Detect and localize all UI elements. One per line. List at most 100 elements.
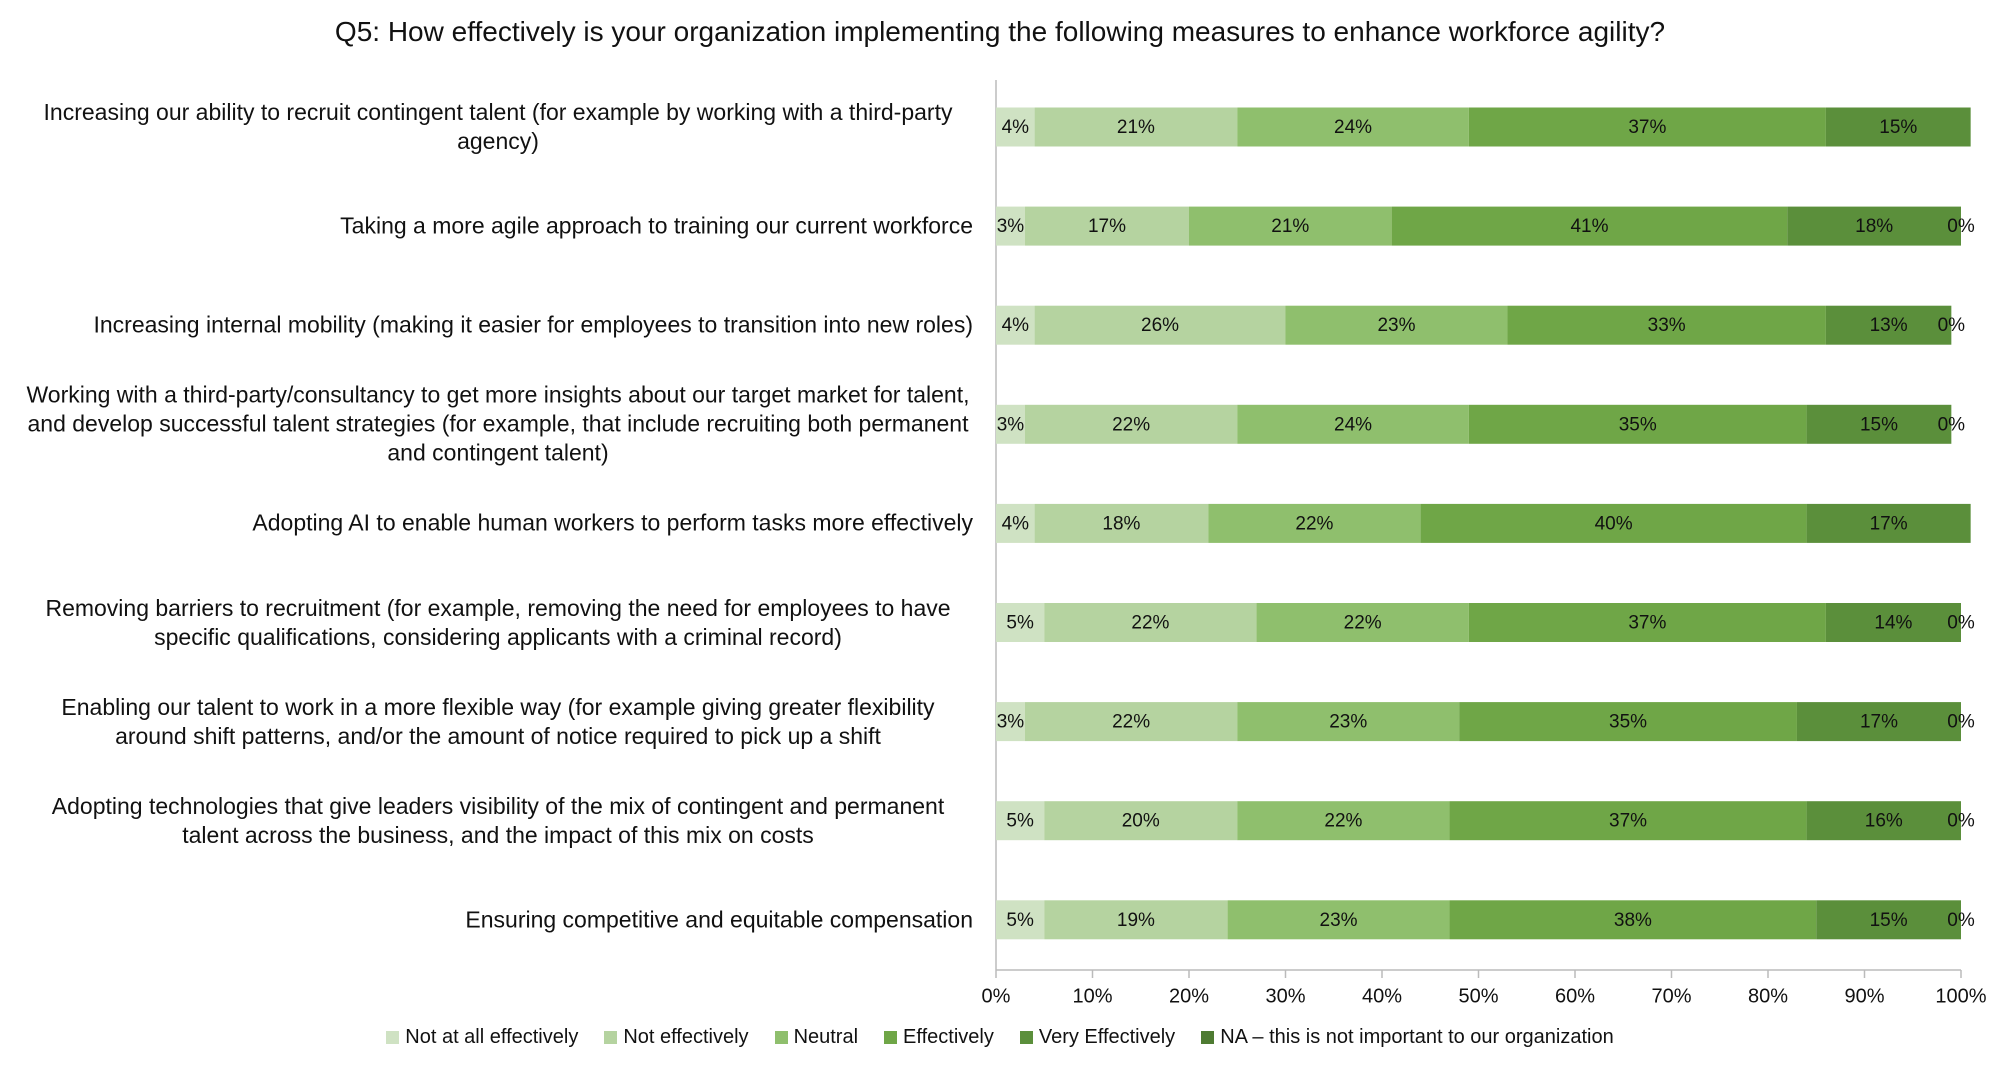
value-label: 18%: [1102, 513, 1140, 534]
value-label: 41%: [1570, 216, 1608, 237]
value-label: 0%: [1938, 315, 1966, 336]
value-label: 5%: [1006, 910, 1034, 931]
bar-segment: [1449, 801, 1807, 841]
value-label: 0%: [1938, 414, 1966, 435]
value-label: 23%: [1377, 315, 1415, 336]
bar-segment: [1034, 107, 1238, 147]
value-label: 22%: [1131, 613, 1169, 634]
value-label: 38%: [1614, 910, 1652, 931]
legend-label: Not effectively: [623, 1026, 749, 1048]
bar-segment: [1806, 503, 1971, 543]
legend-label: Effectively: [903, 1026, 994, 1048]
bar-segment: [996, 404, 1025, 444]
bar-segment: [1024, 404, 1238, 444]
bar-segment: [1024, 702, 1238, 742]
value-label: 17%: [1870, 513, 1908, 534]
bar-segment: [996, 603, 1045, 642]
value-label: 21%: [1271, 216, 1309, 237]
x-tick-label: 30%: [1265, 985, 1305, 1007]
value-label: 3%: [997, 414, 1025, 435]
bar-segment: [1237, 107, 1469, 147]
value-label: 22%: [1295, 513, 1333, 534]
legend-item: Not at all effectively: [386, 1026, 578, 1049]
bar-segment: [1825, 305, 1952, 345]
bar-segment: [1391, 206, 1788, 246]
value-label: 35%: [1619, 414, 1657, 435]
legend-label: Not at all effectively: [405, 1026, 579, 1048]
x-tick-label: 100%: [1935, 985, 1986, 1007]
x-tick-label: 0%: [982, 985, 1011, 1007]
x-tick-label: 80%: [1748, 985, 1788, 1007]
value-label: 15%: [1870, 910, 1908, 931]
x-tick-label: 10%: [1072, 985, 1112, 1007]
bar-segment: [996, 107, 1035, 147]
value-label: 18%: [1855, 216, 1893, 237]
value-label: 23%: [1329, 712, 1367, 733]
category-label: Increasing internal mobility (making it …: [93, 311, 973, 338]
value-label: 15%: [1860, 414, 1898, 435]
value-label: 17%: [1860, 712, 1898, 733]
bar-segment: [1787, 206, 1961, 246]
value-label: 3%: [997, 712, 1025, 733]
legend-label: NA – this is not important to our organi…: [1220, 1026, 1614, 1048]
bar-segment: [1237, 801, 1450, 841]
value-label: 22%: [1112, 414, 1150, 435]
value-label: 20%: [1122, 811, 1160, 832]
bar-segment: [1468, 603, 1826, 642]
bar-segment: [1825, 107, 1971, 147]
category-label: Increasing our ability to recruit contin…: [43, 99, 953, 154]
legend-item: Not effectively: [604, 1026, 749, 1049]
legend-swatch: [386, 1031, 400, 1044]
value-label: 21%: [1117, 117, 1155, 138]
bar-segment: [1034, 503, 1209, 543]
bar-segment: [1806, 801, 1961, 841]
legend-item: Very Effectively: [1019, 1026, 1176, 1049]
value-label: 22%: [1344, 613, 1382, 634]
legend-swatch: [1019, 1031, 1033, 1044]
bar-segment: [1256, 603, 1469, 642]
bar-segment: [1227, 900, 1450, 940]
value-label: 0%: [1947, 811, 1975, 832]
value-label: 22%: [1112, 712, 1150, 733]
value-label: 0%: [1947, 910, 1975, 931]
bar-segment: [1825, 603, 1961, 642]
value-label: 33%: [1648, 315, 1686, 336]
value-label: 4%: [1002, 117, 1030, 138]
legend-item: NA – this is not important to our organi…: [1201, 1026, 1614, 1049]
bar-segment: [1420, 503, 1807, 543]
value-label: 40%: [1595, 513, 1633, 534]
value-label: 13%: [1870, 315, 1908, 336]
bar-segment: [1285, 305, 1508, 345]
bar-segment: [996, 900, 1045, 940]
chart-title: Q5: How effectively is your organization…: [334, 16, 1666, 47]
value-label: 5%: [1006, 811, 1034, 832]
value-label: 0%: [1947, 613, 1975, 634]
legend-swatch: [604, 1031, 618, 1044]
legend-swatch: [1201, 1031, 1215, 1044]
legend-label: Very Effectively: [1038, 1026, 1176, 1048]
bar-segment: [996, 702, 1025, 742]
bar-segment: [1816, 900, 1961, 940]
value-label: 22%: [1324, 811, 1362, 832]
bar-segment: [1507, 305, 1826, 345]
value-label: 24%: [1334, 414, 1372, 435]
value-label: 4%: [1002, 315, 1030, 336]
category-label: Enabling our talent to work in a more fl…: [61, 693, 935, 749]
value-label: 4%: [1002, 513, 1030, 534]
bar-segment: [1237, 404, 1469, 444]
bar-segment: [1806, 404, 1952, 444]
x-tick-label: 70%: [1651, 985, 1691, 1007]
bar-segment: [996, 206, 1025, 246]
bar-segment: [996, 305, 1035, 345]
category-label: Taking a more agile approach to training…: [340, 212, 973, 239]
value-label: 3%: [997, 216, 1025, 237]
legend-swatch: [884, 1031, 898, 1044]
legend-swatch: [774, 1031, 788, 1044]
bar-segment: [1468, 107, 1826, 147]
x-tick-label: 90%: [1844, 985, 1884, 1007]
value-label: 15%: [1879, 117, 1917, 138]
legend-label: Neutral: [793, 1026, 859, 1048]
category-label: Removing barriers to recruitment (for ex…: [45, 594, 951, 650]
